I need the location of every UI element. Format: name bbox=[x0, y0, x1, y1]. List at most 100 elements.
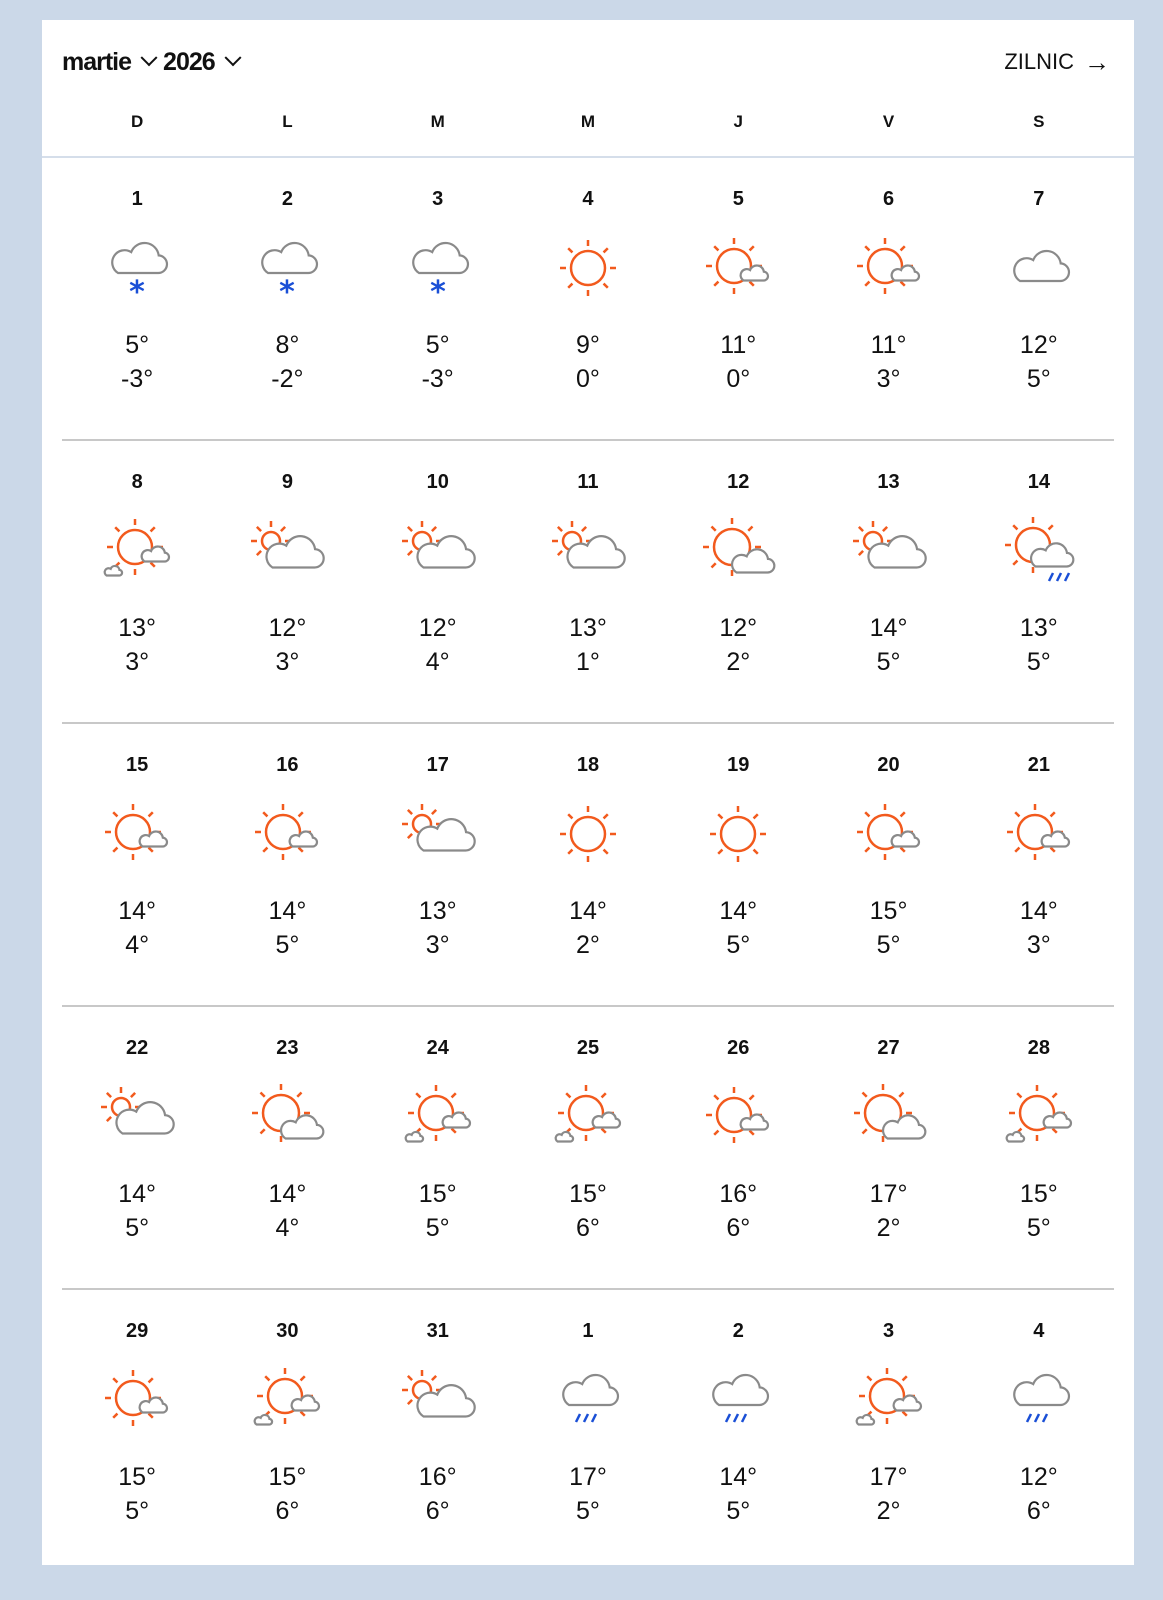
high-temperature: 13° bbox=[118, 614, 157, 642]
cloudy-icon bbox=[999, 228, 1079, 308]
day-cell[interactable]: 22 14° 5° bbox=[62, 1007, 212, 1288]
day-number: 26 bbox=[727, 1037, 750, 1059]
low-temperature: 6° bbox=[726, 1214, 751, 1242]
day-cell[interactable]: 9 12° 3° bbox=[212, 441, 362, 722]
day-cell[interactable]: 5 11° 0° bbox=[663, 158, 813, 439]
daily-view-link[interactable]: ZILNIC → bbox=[1004, 47, 1110, 78]
mostly-sunny-clouds-icon bbox=[999, 1077, 1079, 1157]
low-temperature: 5° bbox=[1026, 365, 1051, 393]
day-number: 4 bbox=[1033, 1320, 1045, 1342]
low-temperature: -2° bbox=[271, 365, 304, 393]
low-temperature: 4° bbox=[425, 648, 450, 676]
weekday-label: S bbox=[1033, 112, 1045, 131]
partly-cloudy-icon bbox=[849, 511, 929, 591]
snow-icon: * bbox=[247, 228, 327, 310]
day-number: 20 bbox=[877, 754, 900, 776]
partly-cloudy-icon bbox=[398, 511, 478, 591]
month-label: martie bbox=[62, 47, 132, 76]
day-number: 21 bbox=[1027, 754, 1050, 776]
day-cell[interactable]: 14 13° 5° bbox=[964, 441, 1114, 722]
sunny-icon bbox=[548, 228, 628, 308]
mostly-sunny-clouds-icon bbox=[97, 511, 177, 591]
day-cell[interactable]: 26 16° 6° bbox=[663, 1007, 813, 1288]
low-temperature: 6° bbox=[425, 1497, 450, 1525]
day-cell[interactable]: 24 15° 5° bbox=[363, 1007, 513, 1288]
day-cell[interactable]: 29 15° 5° bbox=[62, 1290, 212, 1571]
mostly-sunny-clouds-icon bbox=[849, 1360, 929, 1440]
high-temperature: 11° bbox=[870, 331, 907, 359]
high-temperature: 14° bbox=[869, 614, 908, 642]
mostly-sunny-clouds-icon bbox=[398, 1077, 478, 1157]
day-number: 19 bbox=[727, 754, 750, 776]
day-cell[interactable]: 12 12° 2° bbox=[663, 441, 813, 722]
day-cell[interactable]: 8 13° 3° bbox=[62, 441, 212, 722]
low-temperature: 6° bbox=[1026, 1497, 1051, 1525]
low-temperature: 5° bbox=[876, 931, 901, 959]
day-cell[interactable]: 21 14° 3° bbox=[964, 724, 1114, 1005]
day-cell[interactable]: 4 12° 6° bbox=[964, 1290, 1114, 1571]
day-cell[interactable]: 27 17° 2° bbox=[813, 1007, 963, 1288]
chevron-down-icon bbox=[140, 49, 158, 67]
rain-icon bbox=[698, 1360, 778, 1440]
year-label: 2026 bbox=[163, 47, 216, 76]
low-temperature: 6° bbox=[275, 1497, 300, 1525]
low-temperature: 6° bbox=[576, 1214, 600, 1242]
daily-label: ZILNIC bbox=[1004, 49, 1074, 74]
weekday-label: M bbox=[580, 112, 596, 131]
rain-icon bbox=[999, 1360, 1079, 1440]
year-select[interactable]: 2026 bbox=[163, 48, 247, 77]
day-cell[interactable]: 25 15° 6° bbox=[513, 1007, 663, 1288]
day-cell[interactable]: 23 14° 4° bbox=[212, 1007, 362, 1288]
high-temperature: 17° bbox=[869, 1463, 908, 1491]
day-cell[interactable]: 10 12° 4° bbox=[363, 441, 513, 722]
week-row: 1 * 5° -3° 2 * 8° -2° 3 * 5° -3° 4 9° 0°… bbox=[62, 158, 1114, 441]
high-temperature: 9° bbox=[576, 331, 600, 359]
high-temperature: 12° bbox=[268, 614, 307, 642]
week-row: 8 13° 3° 9 12° 3° 10 12° 4° 11 13° 1° 12 bbox=[62, 441, 1114, 724]
day-cell[interactable]: 3 17° 2° bbox=[813, 1290, 963, 1571]
day-cell[interactable]: 31 16° 6° bbox=[363, 1290, 513, 1571]
weekday-label: L bbox=[282, 112, 293, 131]
day-cell[interactable]: 17 13° 3° bbox=[363, 724, 513, 1005]
low-temperature: 3° bbox=[275, 648, 300, 676]
day-number: 10 bbox=[426, 471, 449, 493]
low-temperature: 2° bbox=[576, 931, 600, 959]
day-cell[interactable]: 13 14° 5° bbox=[813, 441, 963, 722]
day-cell[interactable]: 19 14° 5° bbox=[663, 724, 813, 1005]
day-cell[interactable]: 7 12° 5° bbox=[964, 158, 1114, 439]
day-cell[interactable]: 4 9° 0° bbox=[513, 158, 663, 439]
mostly-sunny-clouds-icon bbox=[548, 1077, 628, 1157]
low-temperature: 5° bbox=[125, 1214, 150, 1242]
day-cell[interactable]: 1 17° 5° bbox=[513, 1290, 663, 1571]
day-cell[interactable]: 28 15° 5° bbox=[964, 1007, 1114, 1288]
day-number: 17 bbox=[426, 754, 449, 776]
high-temperature: 16° bbox=[719, 1180, 758, 1208]
day-cell[interactable]: 16 14° 5° bbox=[212, 724, 362, 1005]
high-temperature: 17° bbox=[869, 1180, 908, 1208]
day-cell[interactable]: 2 14° 5° bbox=[663, 1290, 813, 1571]
day-cell[interactable]: 20 15° 5° bbox=[813, 724, 963, 1005]
day-cell[interactable]: 1 * 5° -3° bbox=[62, 158, 212, 439]
month-select[interactable]: martie bbox=[62, 48, 163, 77]
high-temperature: 15° bbox=[569, 1180, 607, 1208]
mostly-sunny-icon bbox=[999, 794, 1079, 874]
day-cell[interactable]: 6 11° 3° bbox=[813, 158, 963, 439]
day-number: 13 bbox=[877, 471, 900, 493]
low-temperature: 3° bbox=[1026, 931, 1051, 959]
sun-cloud-rain-icon bbox=[999, 511, 1079, 591]
day-cell[interactable]: 3 * 5° -3° bbox=[363, 158, 513, 439]
week-row: 22 14° 5° 23 14° 4° 24 15° 5° 25 15° 6° bbox=[62, 1007, 1114, 1290]
day-number: 4 bbox=[582, 188, 594, 210]
day-number: 24 bbox=[426, 1037, 449, 1059]
snow-icon: * bbox=[398, 228, 478, 310]
day-cell[interactable]: 30 15° 6° bbox=[212, 1290, 362, 1571]
day-cell[interactable]: 2 * 8° -2° bbox=[212, 158, 362, 439]
day-cell[interactable]: 15 14° 4° bbox=[62, 724, 212, 1005]
low-temperature: 3° bbox=[425, 931, 450, 959]
day-number: 3 bbox=[432, 188, 444, 210]
day-cell[interactable]: 11 13° 1° bbox=[513, 441, 663, 722]
high-temperature: 14° bbox=[719, 897, 758, 925]
day-cell[interactable]: 18 14° 2° bbox=[513, 724, 663, 1005]
high-temperature: 8° bbox=[275, 331, 300, 359]
